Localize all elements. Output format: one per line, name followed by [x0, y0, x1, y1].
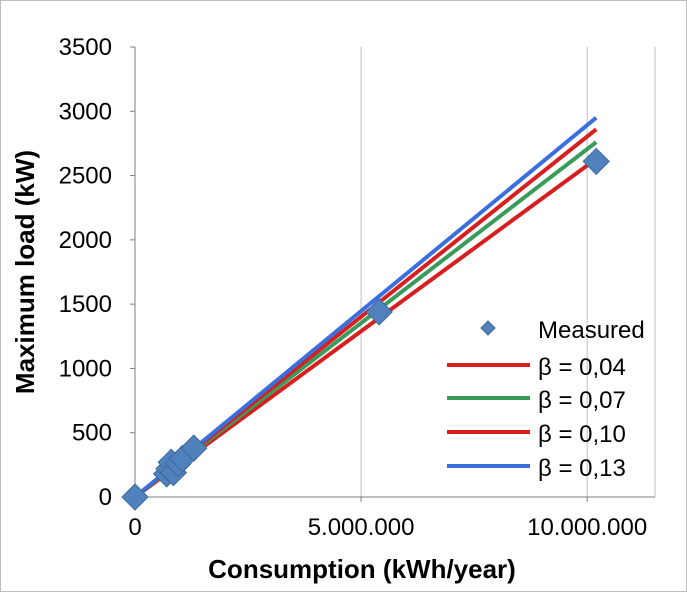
y-axis-title: Maximum load (kW) [10, 150, 40, 394]
legend: Measured β = 0,04 β = 0,07 β = 0,10 β = 0,13 [447, 317, 645, 482]
x-axis-title: Consumption (kWh/year) [208, 554, 516, 584]
series-line [133, 157, 598, 499]
x-tick-labels: 0 5.000.000 10.000.000 [128, 497, 647, 541]
x-tick-label: 5.000.000 [308, 514, 415, 541]
data-point [582, 147, 610, 176]
fit-lines [133, 116, 598, 499]
data-point [121, 483, 149, 511]
y-tick-labels: 0 500 1000 1500 2000 2500 3000 3500 [59, 34, 135, 511]
axes [134, 47, 655, 498]
grid-lines [360, 47, 656, 497]
legend-label: β = 0,10 [538, 421, 626, 448]
legend-label: β = 0,13 [538, 455, 626, 482]
measured-markers [121, 147, 610, 511]
legend-label: β = 0,07 [538, 387, 626, 414]
data-point [365, 298, 393, 326]
y-tick-label: 3500 [59, 34, 112, 61]
y-tick-label: 1000 [59, 355, 112, 382]
y-tick-label: 1500 [59, 291, 112, 318]
x-tick-label: 10.000.000 [527, 514, 647, 541]
x-tick-label: 0 [128, 514, 141, 541]
legend-marker [480, 320, 496, 336]
legend-label: Measured [538, 317, 645, 344]
y-tick-label: 3000 [59, 98, 112, 125]
data-point [180, 434, 208, 462]
series-line [133, 116, 598, 499]
y-tick-label: 500 [72, 420, 112, 447]
legend-label: β = 0,04 [538, 354, 626, 381]
y-tick-label: 2500 [59, 163, 112, 190]
y-tick-label: 0 [99, 484, 112, 511]
y-tick-label: 2000 [59, 227, 112, 254]
